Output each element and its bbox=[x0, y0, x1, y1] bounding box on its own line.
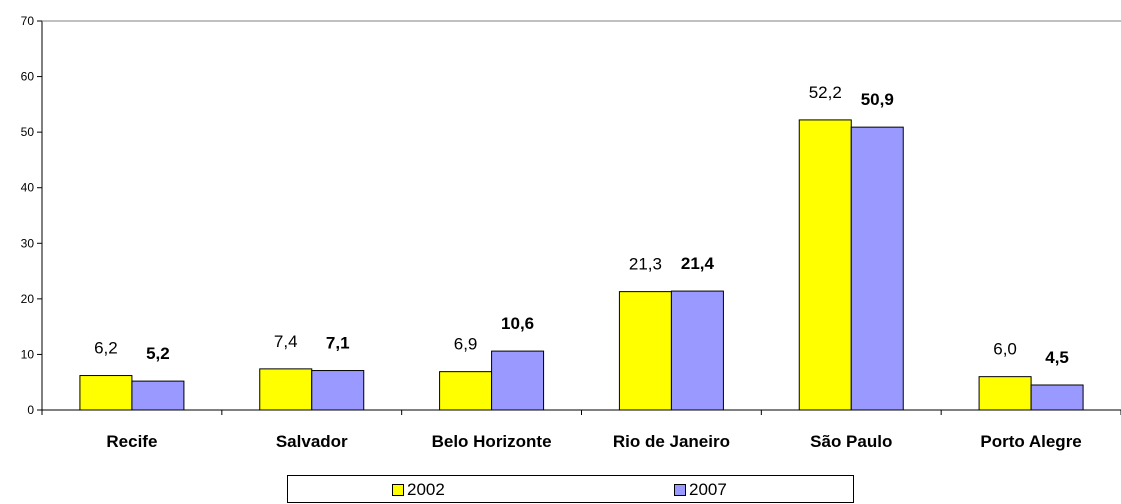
bar-2002-porto-alegre bbox=[978, 376, 1032, 411]
y-tick-label-50: 50 bbox=[21, 125, 35, 139]
bar-2007-salvador bbox=[311, 370, 365, 411]
legend: 2002 2007 bbox=[287, 475, 854, 503]
bar-2007-porto-alegre bbox=[1030, 384, 1084, 411]
data-label-2002-recife: 6,2 bbox=[94, 339, 118, 358]
legend-item-2007: 2007 bbox=[674, 480, 727, 500]
y-tick-label-0: 0 bbox=[27, 403, 34, 417]
bar-2002-sao-paulo bbox=[798, 119, 852, 411]
x-tick-label-rio-de-janeiro: Rio de Janeiro bbox=[613, 432, 730, 451]
y-tick-label-20: 20 bbox=[21, 292, 35, 306]
y-tick-label-10: 10 bbox=[21, 347, 35, 361]
legend-swatch-2002 bbox=[392, 484, 404, 496]
legend-item-2002: 2002 bbox=[392, 480, 445, 500]
data-label-2002-porto-alegre: 6,0 bbox=[993, 340, 1017, 359]
data-labels-group: 6,2 7,4 6,9 21,3 52,2 6,0 5,2 7,1 10,6 21,4 50,9 4,… bbox=[94, 83, 1069, 367]
bar-2002-belo-horizonte bbox=[439, 371, 493, 411]
y-tick-label-40: 40 bbox=[21, 181, 35, 195]
data-label-2002-salvador: 7,4 bbox=[274, 332, 298, 351]
bar-2007-belo-horizonte bbox=[491, 350, 545, 411]
legend-label-2007: 2007 bbox=[689, 480, 727, 499]
data-label-2007-rio-de-janeiro: 21,4 bbox=[681, 254, 715, 273]
x-tick-label-sao-paulo: São Paulo bbox=[810, 432, 892, 451]
data-label-2002-rio-de-janeiro: 21,3 bbox=[629, 255, 662, 274]
data-label-2007-porto-alegre: 4,5 bbox=[1045, 348, 1069, 367]
legend-label-2002: 2002 bbox=[407, 480, 445, 499]
bar-2002-salvador bbox=[259, 368, 313, 411]
bar-chart: 6,2 7,4 6,9 21,3 52,2 6,0 5,2 7,1 10,6 21,4 50,9 4,… bbox=[21, 14, 1121, 451]
data-label-2007-sao-paulo: 50,9 bbox=[861, 90, 894, 109]
data-label-2007-salvador: 7,1 bbox=[326, 334, 350, 353]
bar-2007-rio-de-janeiro bbox=[670, 290, 724, 411]
bar-2007-recife bbox=[131, 380, 185, 411]
legend-swatch-2007 bbox=[674, 484, 686, 496]
data-label-2007-belo-horizonte: 10,6 bbox=[501, 314, 534, 333]
bar-2002-rio-de-janeiro bbox=[618, 291, 672, 411]
x-tick-label-belo-horizonte: Belo Horizonte bbox=[432, 432, 552, 451]
data-label-2002-belo-horizonte: 6,9 bbox=[454, 335, 478, 354]
y-tick-label-30: 30 bbox=[21, 236, 35, 250]
axes-group: 0 10 20 30 40 50 60 70 Recife Salvador Belo Horizo… bbox=[21, 14, 1121, 451]
bars-group bbox=[79, 119, 1084, 411]
x-tick-label-recife: Recife bbox=[106, 432, 157, 451]
bar-2002-recife bbox=[79, 375, 133, 411]
y-tick-label-70: 70 bbox=[21, 14, 35, 28]
bar-2007-sao-paulo bbox=[850, 126, 904, 411]
x-tick-label-porto-alegre: Porto Alegre bbox=[980, 432, 1081, 451]
data-label-2007-recife: 5,2 bbox=[146, 344, 170, 363]
data-label-2002-sao-paulo: 52,2 bbox=[809, 83, 842, 102]
x-tick-label-salvador: Salvador bbox=[276, 432, 348, 451]
y-tick-label-60: 60 bbox=[21, 70, 35, 84]
